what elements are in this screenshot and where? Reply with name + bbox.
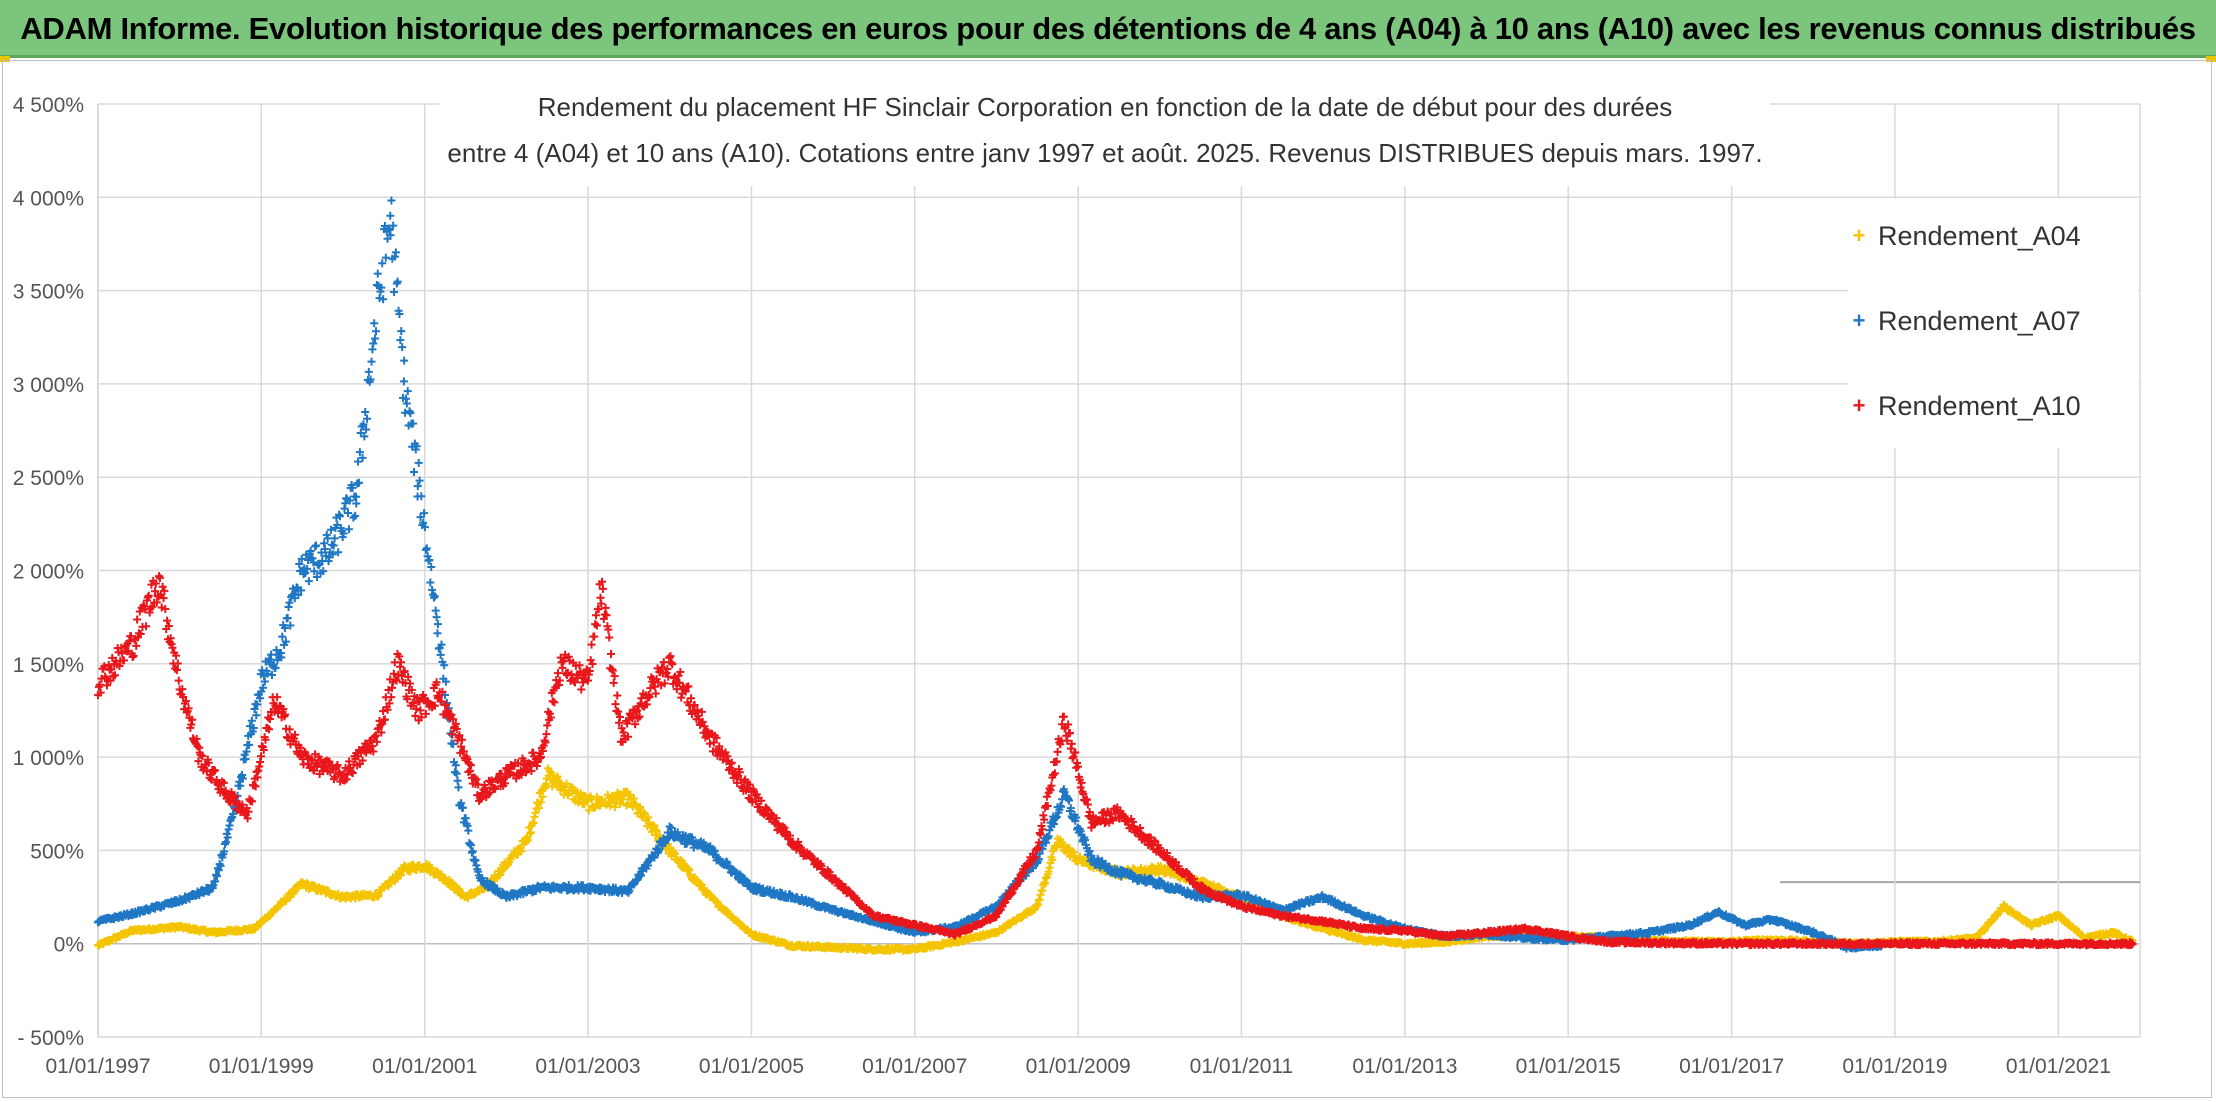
data-point xyxy=(397,327,406,336)
data-point xyxy=(584,806,593,815)
data-point xyxy=(369,339,378,348)
data-point xyxy=(371,334,380,343)
data-point xyxy=(591,620,600,629)
data-point xyxy=(371,327,380,336)
data-point xyxy=(592,621,601,630)
corner-mark-left xyxy=(0,56,10,62)
data-point xyxy=(653,827,662,836)
data-point xyxy=(344,525,353,534)
data-point xyxy=(370,319,379,328)
data-point xyxy=(304,577,313,586)
grid-lines xyxy=(97,103,2141,1038)
data-point xyxy=(659,658,668,667)
data-point xyxy=(403,387,412,396)
data-point xyxy=(618,795,627,804)
data-point xyxy=(536,798,545,807)
data-point xyxy=(373,269,382,278)
data-point xyxy=(132,641,141,650)
data-point xyxy=(398,343,407,352)
data-point xyxy=(526,828,535,837)
data-point xyxy=(422,544,431,553)
header-banner xyxy=(0,0,2216,58)
data-point xyxy=(390,287,399,296)
data-point xyxy=(413,482,422,491)
data-point xyxy=(535,803,544,812)
data-point xyxy=(367,357,376,366)
data-point xyxy=(548,697,557,706)
data-point xyxy=(312,541,321,550)
data-point xyxy=(285,598,294,607)
data-point xyxy=(364,367,373,376)
data-point xyxy=(611,700,620,709)
data-point xyxy=(543,721,552,730)
data-point xyxy=(402,399,411,408)
data-point xyxy=(436,650,445,659)
data-point xyxy=(454,783,463,792)
data-point xyxy=(614,707,623,716)
data-point xyxy=(542,730,551,739)
data-point xyxy=(613,691,622,700)
data-point xyxy=(241,755,250,764)
data-point xyxy=(387,693,396,702)
data-points xyxy=(94,196,2137,955)
data-point xyxy=(554,669,563,678)
data-point xyxy=(580,800,589,809)
data-point xyxy=(553,772,562,781)
data-point xyxy=(386,211,395,220)
data-point xyxy=(263,723,272,732)
series-rendement_a04 xyxy=(94,764,2137,955)
data-point xyxy=(283,613,292,622)
series-rendement_a07 xyxy=(94,196,1886,953)
data-point xyxy=(260,677,269,686)
data-point xyxy=(361,407,370,416)
data-point xyxy=(397,871,406,880)
data-point xyxy=(588,660,597,669)
data-point xyxy=(396,336,405,345)
data-point xyxy=(252,711,261,720)
data-point xyxy=(550,698,559,707)
data-point xyxy=(163,616,172,625)
data-point xyxy=(538,792,547,801)
data-point xyxy=(452,769,461,778)
data-point xyxy=(414,458,423,467)
data-point xyxy=(601,603,610,612)
data-point xyxy=(397,658,406,667)
data-point xyxy=(468,847,477,856)
data-point xyxy=(265,715,274,724)
data-point xyxy=(607,649,616,658)
data-point xyxy=(464,826,473,835)
data-point xyxy=(426,578,435,587)
data-point xyxy=(405,679,414,688)
data-point xyxy=(267,671,276,680)
data-point xyxy=(450,768,459,777)
data-point xyxy=(524,836,533,845)
data-point xyxy=(590,632,599,641)
data-point xyxy=(432,613,441,622)
data-point xyxy=(174,676,183,685)
data-point xyxy=(144,591,153,600)
data-point xyxy=(433,620,442,629)
data-point xyxy=(577,685,586,694)
data-point xyxy=(329,541,338,550)
data-point xyxy=(605,633,614,642)
data-point xyxy=(527,766,536,775)
data-point xyxy=(587,640,596,649)
data-point xyxy=(354,478,363,487)
series-rendement_a10 xyxy=(94,572,2137,950)
data-point xyxy=(409,468,418,477)
data-point xyxy=(133,615,142,624)
data-point xyxy=(400,356,409,365)
data-point xyxy=(517,847,526,856)
data-point xyxy=(616,800,625,809)
corner-mark-right xyxy=(2206,56,2216,62)
banner-title: ADAM Informe. Evolution historique des p… xyxy=(20,11,2196,46)
data-point xyxy=(433,629,442,638)
data-point xyxy=(1045,826,1054,835)
data-point xyxy=(247,716,256,725)
data-point xyxy=(236,781,245,790)
